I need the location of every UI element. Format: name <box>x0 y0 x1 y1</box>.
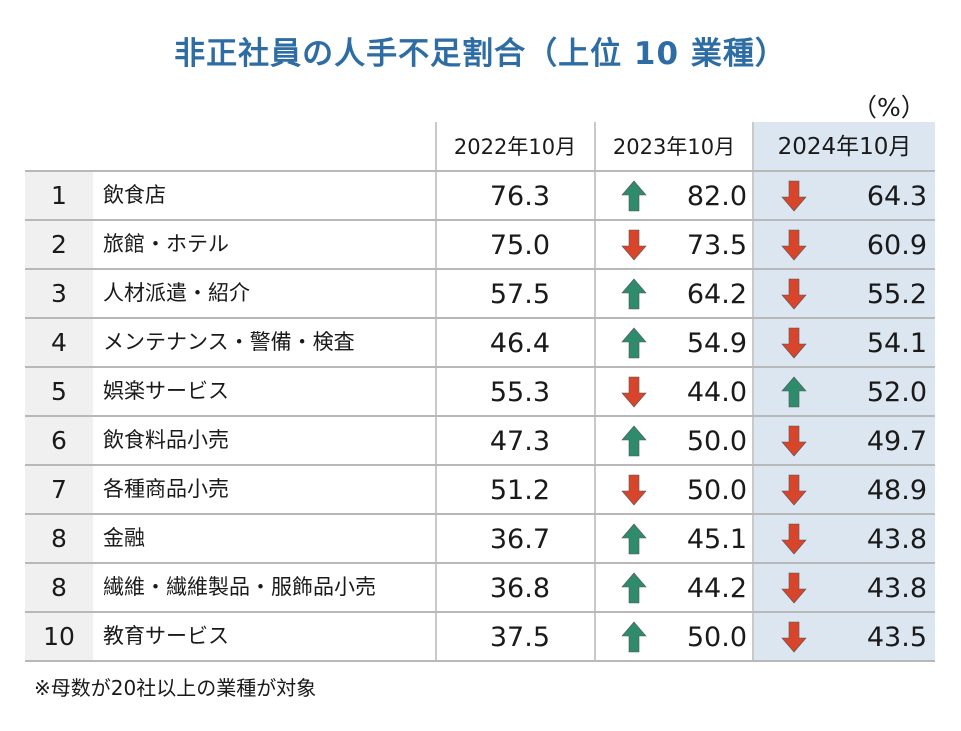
header-2024: 2024年10月 <box>777 134 912 160</box>
value-2022: 46.4 <box>489 328 550 359</box>
value-2023: 50.0 <box>686 426 747 457</box>
down-arrow-icon <box>781 572 807 604</box>
up-arrow-icon <box>621 572 647 604</box>
down-arrow-icon <box>781 523 807 555</box>
value-2022: 76.3 <box>489 181 550 212</box>
industry-name: 教育サービス <box>103 624 229 648</box>
table-row: 3 人材派遣・紹介 57.5 64.2 55.2 <box>25 268 935 317</box>
value-2024: 43.8 <box>866 573 927 604</box>
value-2024: 52.0 <box>866 377 927 408</box>
value-2024: 54.1 <box>866 328 927 359</box>
down-arrow-icon <box>781 278 807 310</box>
up-arrow-icon <box>621 327 647 359</box>
value-2023: 44.2 <box>686 573 747 604</box>
value-2022: 75.0 <box>489 230 550 261</box>
value-2022: 55.3 <box>489 377 550 408</box>
value-2024: 55.2 <box>866 279 927 310</box>
down-arrow-icon <box>781 180 807 212</box>
down-arrow-icon <box>621 229 647 261</box>
rank-cell: 8 <box>25 564 93 611</box>
table-row: 8 金融 36.7 45.1 43.8 <box>25 513 935 562</box>
rank-cell: 4 <box>25 319 93 366</box>
table-body: 1 飲食店 76.3 82.0 64.3 2 旅館・ホテル 75.0 73.5 60.9 3 人材派遣… <box>25 170 935 662</box>
up-arrow-icon <box>781 376 807 408</box>
up-arrow-icon <box>621 425 647 457</box>
table-row: 7 各種商品小売 51.2 50.0 48.9 <box>25 464 935 513</box>
value-2022: 36.8 <box>489 573 550 604</box>
rank-cell: 5 <box>25 368 93 415</box>
industry-name: 飲食料品小売 <box>103 428 229 452</box>
down-arrow-icon <box>781 327 807 359</box>
table-row: 8 繊維・繊維製品・服飾品小売 36.8 44.2 43.8 <box>25 562 935 611</box>
value-2023: 50.0 <box>686 622 747 653</box>
industry-name: 繊維・繊維製品・服飾品小売 <box>103 575 376 599</box>
column-divider <box>594 122 596 660</box>
value-2023: 44.0 <box>686 377 747 408</box>
value-2024: 48.9 <box>866 475 927 506</box>
value-2022: 51.2 <box>489 475 550 506</box>
value-2022: 36.7 <box>489 524 550 555</box>
value-2022: 47.3 <box>489 426 550 457</box>
down-arrow-icon <box>781 425 807 457</box>
up-arrow-icon <box>621 278 647 310</box>
up-arrow-icon <box>621 523 647 555</box>
value-2022: 57.5 <box>489 279 550 310</box>
down-arrow-icon <box>781 474 807 506</box>
value-2023: 54.9 <box>686 328 747 359</box>
table-row: 1 飲食店 76.3 82.0 64.3 <box>25 170 935 219</box>
industry-name: 人材派遣・紹介 <box>103 281 250 305</box>
rank-cell: 7 <box>25 466 93 513</box>
industry-name: 旅館・ホテル <box>103 232 229 256</box>
value-2023: 45.1 <box>686 524 747 555</box>
value-2024: 64.3 <box>866 181 927 212</box>
industry-name: 各種商品小売 <box>103 477 229 501</box>
value-2023: 64.2 <box>686 279 747 310</box>
header-2022: 2022年10月 <box>453 135 577 159</box>
value-2023: 73.5 <box>686 230 747 261</box>
down-arrow-icon <box>781 229 807 261</box>
up-arrow-icon <box>621 621 647 653</box>
header-2023: 2023年10月 <box>612 135 736 159</box>
column-divider <box>435 122 437 660</box>
value-2024: 60.9 <box>866 230 927 261</box>
ranking-table: 2022年10月 2023年10月 2024年10月 1 飲食店 76.3 82.0 6… <box>25 122 935 662</box>
value-2024: 49.7 <box>866 426 927 457</box>
value-2023: 82.0 <box>686 181 747 212</box>
rank-cell: 6 <box>25 417 93 464</box>
rank-cell: 10 <box>25 613 93 660</box>
value-2023: 50.0 <box>686 475 747 506</box>
rank-cell: 2 <box>25 221 93 268</box>
down-arrow-icon <box>621 474 647 506</box>
table-row: 5 娯楽サービス 55.3 44.0 52.0 <box>25 366 935 415</box>
down-arrow-icon <box>781 621 807 653</box>
table-header: 2022年10月 2023年10月 2024年10月 <box>25 122 935 169</box>
table-row: 2 旅館・ホテル 75.0 73.5 60.9 <box>25 219 935 268</box>
down-arrow-icon <box>621 376 647 408</box>
rank-cell: 1 <box>25 172 93 219</box>
industry-name: メンテナンス・警備・検査 <box>103 330 355 354</box>
rank-cell: 3 <box>25 270 93 317</box>
value-2024: 43.8 <box>866 524 927 555</box>
table-row: 6 飲食料品小売 47.3 50.0 49.7 <box>25 415 935 464</box>
up-arrow-icon <box>621 180 647 212</box>
industry-name: 金融 <box>103 526 145 550</box>
table-row: 10 教育サービス 37.5 50.0 43.5 <box>25 611 935 662</box>
footnote: ※母数が20社以上の業種が対象 <box>34 676 317 700</box>
rank-cell: 8 <box>25 515 93 562</box>
page-title: 非正社員の人手不足割合（上位 10 業種） <box>174 36 787 72</box>
value-2022: 37.5 <box>489 622 550 653</box>
value-2024: 43.5 <box>866 622 927 653</box>
table-row: 4 メンテナンス・警備・検査 46.4 54.9 54.1 <box>25 317 935 366</box>
column-divider <box>752 122 754 660</box>
unit-label: （%） <box>852 93 926 122</box>
industry-name: 飲食店 <box>103 183 166 207</box>
industry-name: 娯楽サービス <box>103 379 229 403</box>
